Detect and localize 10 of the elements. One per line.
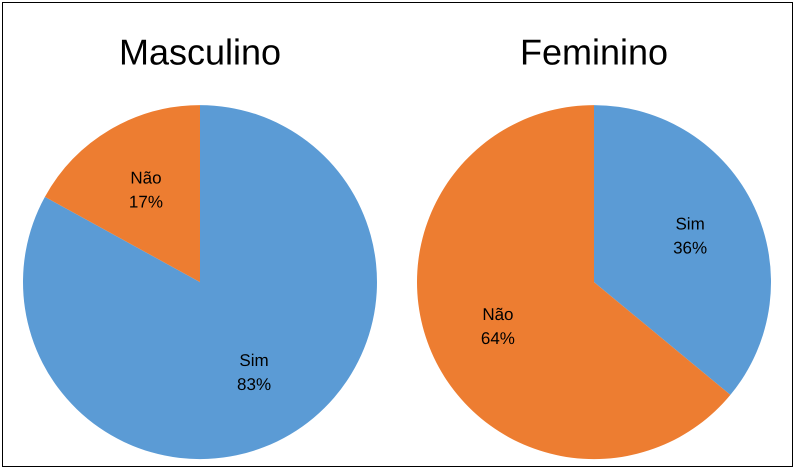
data-label: 17% (128, 192, 163, 212)
slice-label: Sim (675, 214, 705, 234)
slice-label: Não (482, 305, 514, 324)
chart-title: Masculino (118, 32, 282, 73)
slice-label: Sim (239, 351, 269, 370)
chart-title: Feminino (520, 32, 668, 73)
data-label: 64% (480, 329, 515, 348)
data-label: 36% (673, 238, 708, 258)
data-label: 83% (237, 375, 272, 394)
slice-label: Não (130, 168, 162, 188)
